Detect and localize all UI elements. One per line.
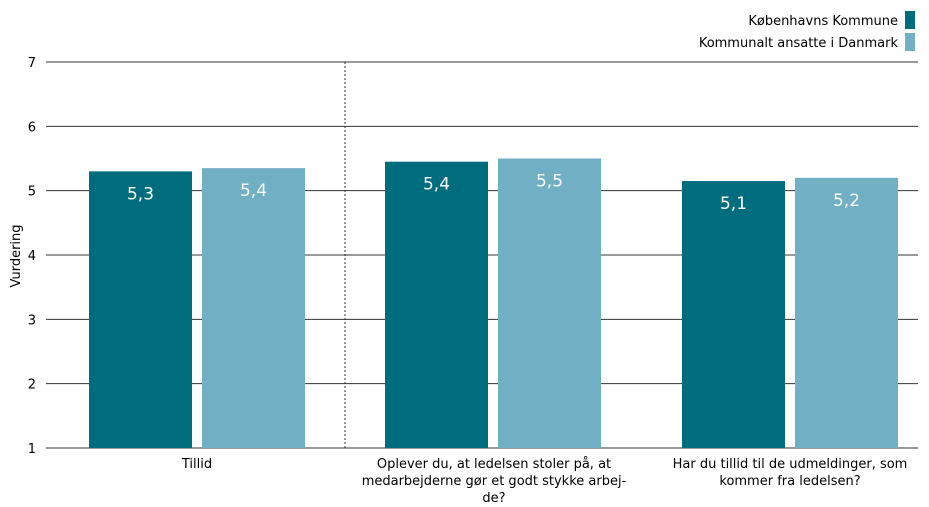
y-tick-label: 7: [28, 56, 36, 71]
y-tick-label: 1: [28, 442, 36, 457]
y-axis-label: Vurdering: [9, 224, 24, 287]
y-axis-ticks: 1 2 3 4 5 6 7: [28, 56, 36, 457]
legend-swatch: [905, 33, 915, 51]
bar-value-label: 5,4: [423, 175, 450, 195]
category-label: Har du tillid til de udmeldinger, som kom…: [673, 457, 908, 489]
category-label: Tillid: [181, 457, 212, 472]
y-tick-label: 6: [28, 120, 36, 135]
bar: [89, 171, 192, 448]
bar: [202, 168, 305, 448]
legend-swatch: [905, 11, 915, 29]
legend-label: Københavns Kommune: [748, 14, 898, 29]
bars: 5,3 5,4 5,1 5,4 5,5 5,2: [89, 158, 898, 449]
category-label: Oplever du, at ledelsen stoler på, at med…: [362, 457, 627, 506]
legend: Københavns Kommune Kommunalt ansatte i Da…: [699, 11, 915, 51]
legend-label: Kommunalt ansatte i Danmark: [699, 36, 899, 51]
bar-value-label: 5,5: [536, 172, 563, 192]
bar-value-label: 5,4: [240, 181, 267, 201]
y-tick-label: 5: [28, 185, 36, 200]
x-axis-categories: Tillid Oplever du, at ledelsen stoler på,…: [181, 457, 907, 506]
y-tick-label: 3: [28, 313, 36, 328]
bar-value-label: 5,2: [833, 191, 860, 211]
y-tick-label: 2: [28, 378, 36, 393]
y-tick-label: 4: [28, 249, 36, 264]
bar: [682, 181, 785, 448]
bar: [498, 158, 601, 448]
bar: [385, 161, 488, 448]
bar: [795, 177, 898, 449]
bar-value-label: 5,1: [720, 194, 747, 214]
bar-value-label: 5,3: [127, 184, 154, 204]
